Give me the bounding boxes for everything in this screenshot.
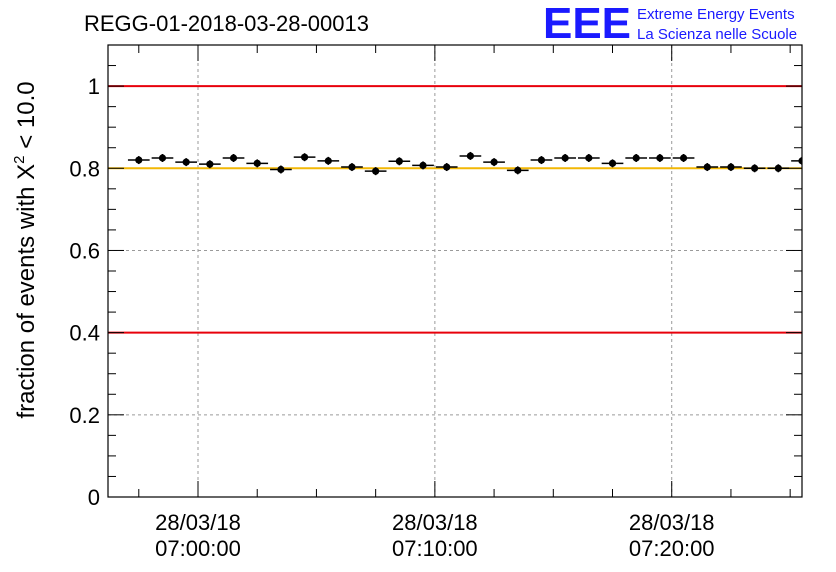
marker (395, 157, 403, 165)
logo-mark: EEE (543, 0, 631, 48)
data-point (483, 158, 505, 167)
data-point (127, 156, 150, 165)
data-point (199, 160, 221, 169)
data-point (388, 157, 411, 166)
data-point (649, 154, 671, 162)
data-point (270, 165, 292, 174)
x-tick-time: 07:20:00 (629, 536, 715, 561)
marker (277, 165, 285, 174)
data-point (815, 160, 836, 168)
marker (679, 154, 688, 162)
marker (490, 158, 498, 166)
marker (253, 159, 261, 167)
x-tick-date: 28/03/18 (629, 510, 715, 535)
y-tick-label: 0.4 (69, 321, 100, 346)
marker (348, 163, 356, 171)
data-point (601, 159, 624, 168)
marker (727, 163, 735, 171)
data-point (459, 151, 482, 160)
marker (608, 159, 617, 167)
logo-line1: Extreme Energy Events (637, 6, 795, 23)
y-tick-label: 0 (88, 485, 100, 510)
marker (656, 154, 664, 162)
marker (419, 161, 427, 169)
data-points (127, 151, 836, 176)
y-tick-label: 0.6 (69, 238, 100, 263)
data-point (412, 161, 434, 170)
threshold-lines (108, 85, 802, 334)
marker (182, 158, 190, 166)
data-point (175, 158, 198, 167)
data-point (364, 167, 387, 176)
marker (514, 166, 522, 174)
eee-logo: EEE Extreme Energy Events La Scienza nel… (543, 0, 797, 48)
grid (108, 45, 802, 497)
data-series (127, 151, 836, 176)
marker (135, 156, 143, 164)
data-point (743, 164, 766, 173)
data-point (222, 154, 245, 162)
axes: 00.20.40.60.8128/03/1807:00:0028/03/1807… (69, 44, 803, 561)
marker (229, 154, 238, 162)
y-tick-label: 0.2 (69, 403, 100, 428)
y-axis-label: fraction of events with X2 < 10.0 (11, 81, 40, 418)
x-tick-time: 07:10:00 (392, 536, 478, 561)
marker (798, 157, 802, 165)
data-point (530, 156, 553, 165)
marker (300, 153, 309, 161)
data-point (317, 156, 340, 165)
marker (822, 161, 829, 168)
marker (774, 164, 782, 172)
data-point (151, 154, 174, 162)
marker (703, 163, 711, 171)
data-point (554, 154, 576, 162)
x-tick-date: 28/03/18 (155, 510, 241, 535)
y-tick-label: 0.8 (69, 156, 100, 181)
marker (585, 154, 593, 162)
plot-frame (107, 44, 803, 498)
data-point (696, 163, 719, 172)
marker (206, 160, 214, 168)
data-point (625, 154, 648, 162)
x-tick-time: 07:00:00 (155, 536, 241, 561)
data-point (246, 159, 269, 168)
marker (158, 154, 167, 162)
marker (324, 157, 332, 165)
data-point (506, 166, 529, 175)
data-point (577, 154, 600, 162)
y-tick-label: 1 (88, 74, 100, 99)
data-point (791, 156, 802, 165)
data-point (767, 164, 790, 173)
marker (632, 154, 640, 162)
x-tick-date: 28/03/18 (392, 510, 478, 535)
data-point (720, 163, 742, 172)
data-point (435, 163, 458, 172)
marker (537, 156, 546, 164)
data-point (341, 163, 363, 172)
marker (561, 154, 569, 162)
chart-title: REGG-01-2018-03-28-00013 (84, 11, 369, 36)
data-point (293, 153, 316, 162)
marker (751, 164, 759, 172)
logo-line2: La Scienza nelle Scuole (637, 26, 797, 43)
marker (466, 152, 474, 160)
marker (372, 167, 380, 175)
marker (443, 163, 451, 171)
data-point (672, 154, 695, 162)
